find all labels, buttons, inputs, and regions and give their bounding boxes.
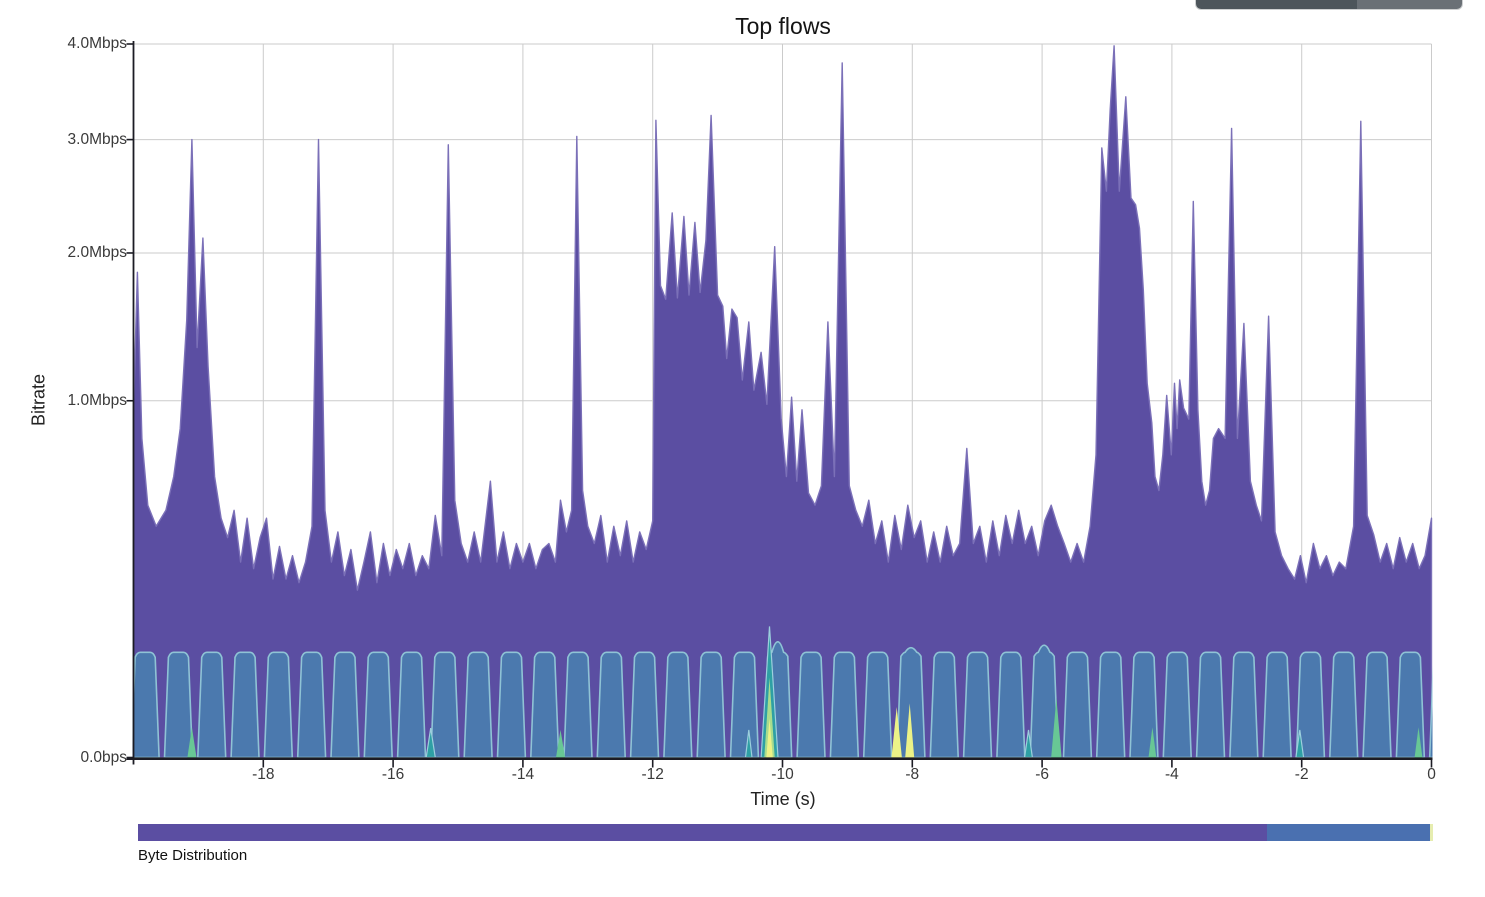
partial-toolbar-segment-right[interactable] <box>1357 0 1462 9</box>
y-tick-label: 0.0bps <box>80 748 127 766</box>
x-tick-label: -10 <box>771 766 794 783</box>
x-tick-label: 0 <box>1427 766 1436 783</box>
partial-toolbar-segment-left[interactable] <box>1196 0 1357 9</box>
x-tick-label: -12 <box>641 766 664 783</box>
y-tick-label: 3.0Mbps <box>67 130 127 148</box>
y-tick-label: 2.0Mbps <box>67 243 127 261</box>
byte-distribution-segment-sliver <box>1430 824 1433 841</box>
byte-distribution-segment-purple <box>138 824 1267 841</box>
chart-title: Top flows <box>735 13 831 39</box>
byte-distribution-bar <box>138 824 1433 841</box>
y-tick-label: 4.0Mbps <box>67 35 127 52</box>
x-tick-label: -8 <box>905 766 920 783</box>
x-tick-label: -6 <box>1035 766 1049 783</box>
x-tick-label: -16 <box>381 766 405 783</box>
partial-toolbar[interactable] <box>1196 0 1462 9</box>
byte-distribution-segment-blue <box>1266 824 1430 841</box>
x-tick-label: -14 <box>511 766 535 783</box>
x-axis-title: Time (s) <box>750 789 816 809</box>
x-tick-label: -2 <box>1294 766 1309 783</box>
x-tick-label: -18 <box>252 766 275 783</box>
y-axis-title: Bitrate <box>28 373 49 427</box>
byte-distribution-label: Byte Distribution <box>138 847 248 864</box>
x-tick-label: -4 <box>1164 766 1179 783</box>
y-tick-label: 1.0Mbps <box>67 391 127 409</box>
